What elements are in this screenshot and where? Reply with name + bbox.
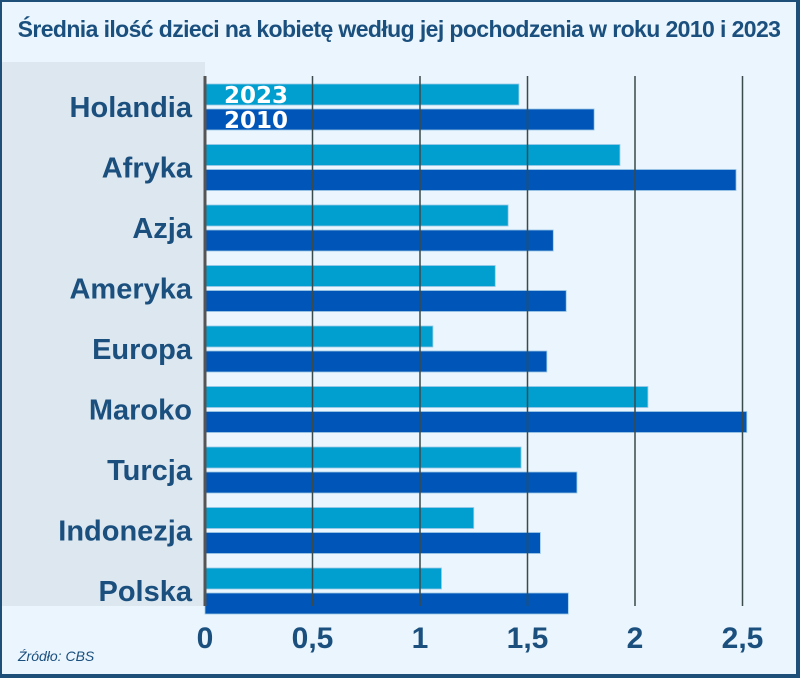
- label-panel: [2, 62, 205, 606]
- bar-2023-turcja: [204, 446, 522, 469]
- bar-2023-indonezja: [204, 507, 475, 529]
- x-tick-label: 0: [197, 622, 214, 655]
- category-label: Indonezja: [58, 516, 193, 548]
- category-label: Europa: [92, 334, 193, 366]
- bar-2023-polska: [204, 567, 442, 590]
- x-tick-label: 2,5: [722, 622, 764, 655]
- bar-2023-azja: [204, 204, 509, 227]
- x-tick-label: 1,5: [507, 622, 549, 655]
- bar-2010-polska: [204, 592, 569, 615]
- category-label: Polska: [99, 576, 193, 608]
- bar-2010-maroko: [204, 411, 748, 433]
- bar-2023-maroko: [204, 386, 649, 408]
- category-label: Holandia: [70, 92, 193, 124]
- category-label: Afryka: [102, 153, 193, 185]
- bar-2023-ameryka: [204, 265, 496, 287]
- legend-2023: 2023: [224, 83, 288, 109]
- bar-2010-europa: [204, 350, 548, 373]
- chart-title: Średnia ilość dzieci na kobietę według j…: [17, 16, 781, 42]
- source-note: Źródło: CBS: [18, 648, 95, 664]
- bar-2023-europa: [204, 325, 434, 348]
- x-tick-label: 0,5: [292, 622, 334, 655]
- category-label: Ameryka: [69, 274, 192, 306]
- legend-2010: 2010: [224, 108, 288, 134]
- category-label: Maroko: [89, 395, 192, 427]
- bar-2010-ameryka: [204, 290, 567, 312]
- bar-2010-indonezja: [204, 532, 541, 554]
- bar-2023-afryka: [204, 144, 621, 166]
- bar-2010-azja: [204, 229, 554, 252]
- bar-2010-afryka: [204, 169, 737, 191]
- category-label: Azja: [132, 213, 193, 245]
- x-tick-label: 2: [627, 622, 644, 655]
- bar-2010-turcja: [204, 471, 578, 494]
- category-label: Turcja: [107, 455, 193, 487]
- x-tick-label: 1: [412, 622, 429, 655]
